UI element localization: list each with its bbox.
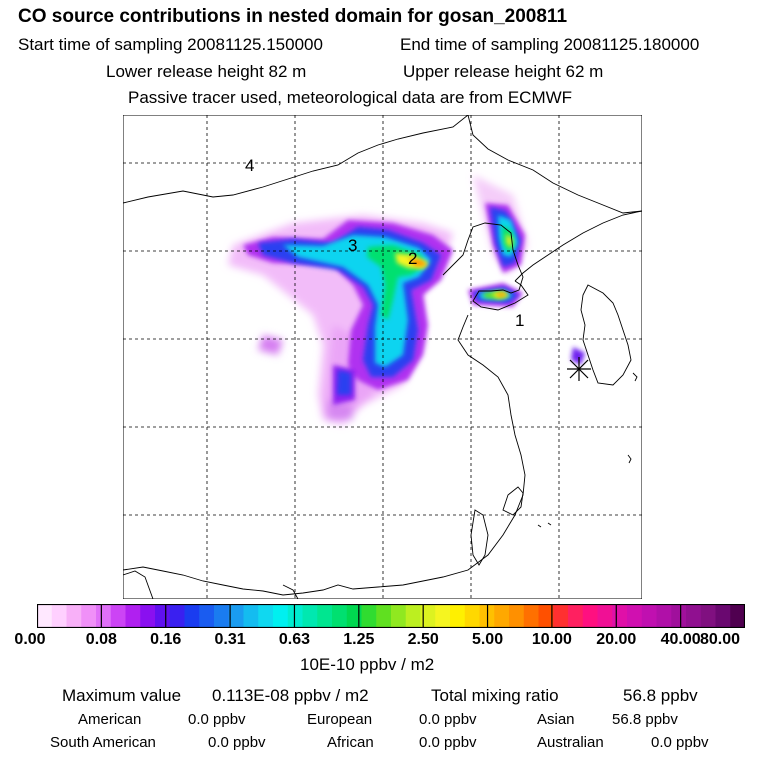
region-south-american-name: South American <box>50 734 156 751</box>
color-scale-cell <box>671 604 687 628</box>
color-scale-tick-label: 1.25 <box>343 631 375 648</box>
colorbar-unit: 10E-10 ppbv / m2 <box>300 655 435 674</box>
color-scale-cell <box>420 604 436 628</box>
color-scale-cell <box>332 604 348 628</box>
region-african-value: 0.0 ppbv <box>419 734 477 751</box>
total-mixing-label: Total mixing ratio <box>431 686 559 705</box>
region-asian-value: 56.8 ppbv <box>612 711 678 728</box>
color-scale-cell <box>538 604 554 628</box>
color-scale-cell <box>700 604 717 628</box>
color-scale-cell <box>110 604 127 628</box>
color-scale-cell <box>523 604 540 628</box>
color-scale-cell <box>656 604 672 628</box>
region-american-value: 0.0 ppbv <box>188 711 246 728</box>
color-scale-cell <box>346 604 363 628</box>
color-scale-cell <box>214 604 230 628</box>
color-scale-cell <box>627 604 643 628</box>
color-scale-cell <box>258 604 274 628</box>
color-scale-cell <box>597 604 613 628</box>
coastlines <box>123 115 642 599</box>
color-scale-cell <box>96 604 112 628</box>
color-scale-tick-label: 20.00 <box>596 631 637 648</box>
region-european-name: European <box>307 711 373 728</box>
color-scale-cell <box>155 604 171 628</box>
region-american-name: American <box>78 711 142 728</box>
color-scale-cell <box>66 604 82 628</box>
start-time-label: Start time of sampling 20081125.150000 <box>18 35 323 54</box>
color-scale-cell <box>686 604 702 628</box>
color-scale-cell <box>243 604 259 628</box>
color-scale-cell <box>568 604 584 628</box>
max-value: 0.113E-08 ppbv / m2 <box>212 686 369 705</box>
color-scale-cell <box>125 604 141 628</box>
color-scale-cell <box>361 604 377 628</box>
max-value-label: Maximum value <box>62 686 182 705</box>
region-australian-value: 0.0 ppbv <box>651 734 709 751</box>
lat-lon-grid <box>123 115 642 599</box>
color-scale-cell <box>302 604 318 628</box>
color-scale-cell <box>169 604 186 628</box>
color-scale-cell <box>287 604 304 628</box>
color-scale-tick-label: 40.00 <box>660 631 701 648</box>
color-scale-tick-label: 5.00 <box>471 631 504 648</box>
total-mixing-value: 56.8 ppbv <box>623 686 698 705</box>
color-scale-cell <box>730 604 745 628</box>
color-scale-cell <box>140 604 156 628</box>
color-scale-cell <box>494 604 510 628</box>
color-scale-bar <box>37 604 745 628</box>
color-scale-cell <box>37 604 53 628</box>
color-scale-cell <box>509 604 525 628</box>
color-scale-tick-label: 0.08 <box>85 631 117 648</box>
color-scale-cell <box>81 604 97 628</box>
color-scale-cell <box>464 604 481 628</box>
color-scale-cell <box>228 604 245 628</box>
color-scale-cell <box>715 604 731 628</box>
upper-height-label: Upper release height 62 m <box>403 62 604 81</box>
color-scale-cell <box>51 604 68 628</box>
source-contribution-map: 1 2 3 4 <box>123 115 642 599</box>
color-scale-tick-label: 0.16 <box>150 631 182 648</box>
color-scale-cell <box>273 604 289 628</box>
region-label-4: 4 <box>245 156 254 175</box>
color-scale-cell <box>317 604 333 628</box>
color-scale-tick-label: 0.00 <box>14 631 46 648</box>
region-australian-name: Australian <box>537 734 604 751</box>
color-scale-tick-label: 80.00 <box>699 631 741 648</box>
color-scale-tick-label: 10.00 <box>531 631 572 648</box>
region-asian-name: Asian <box>537 711 575 728</box>
color-scale-cell <box>582 604 599 628</box>
color-scale-cell <box>405 604 422 628</box>
color-scale-tick-label: 2.50 <box>407 631 439 648</box>
color-scale-cell <box>435 604 451 628</box>
color-scale-cell <box>553 604 569 628</box>
region-european-value: 0.0 ppbv <box>419 711 477 728</box>
region-african-name: African <box>327 734 374 751</box>
end-time-label: End time of sampling 20081125.180000 <box>400 35 700 54</box>
region-label-1: 1 <box>515 311 524 330</box>
color-scale-tick-label: 0.63 <box>278 631 311 648</box>
lower-height-label: Lower release height 82 m <box>106 62 307 81</box>
color-scale-cell <box>199 604 215 628</box>
tracer-note: Passive tracer used, meteorological data… <box>128 88 573 107</box>
color-scale-cell <box>184 604 200 628</box>
plume-field <box>228 175 585 425</box>
color-scale-cell <box>450 604 466 628</box>
plot-title: CO source contributions in nested domain… <box>18 6 568 27</box>
color-scale-tick-label: 0.31 <box>214 631 246 648</box>
color-scale-cell <box>612 604 628 628</box>
color-scale-cell <box>641 604 658 628</box>
color-scale-cell <box>376 604 392 628</box>
region-south-american-value: 0.0 ppbv <box>208 734 266 751</box>
receptor-asterisk-icon <box>567 357 591 381</box>
color-scale-cell <box>391 604 407 628</box>
region-label-2: 2 <box>408 249 417 268</box>
region-label-3: 3 <box>348 236 357 255</box>
